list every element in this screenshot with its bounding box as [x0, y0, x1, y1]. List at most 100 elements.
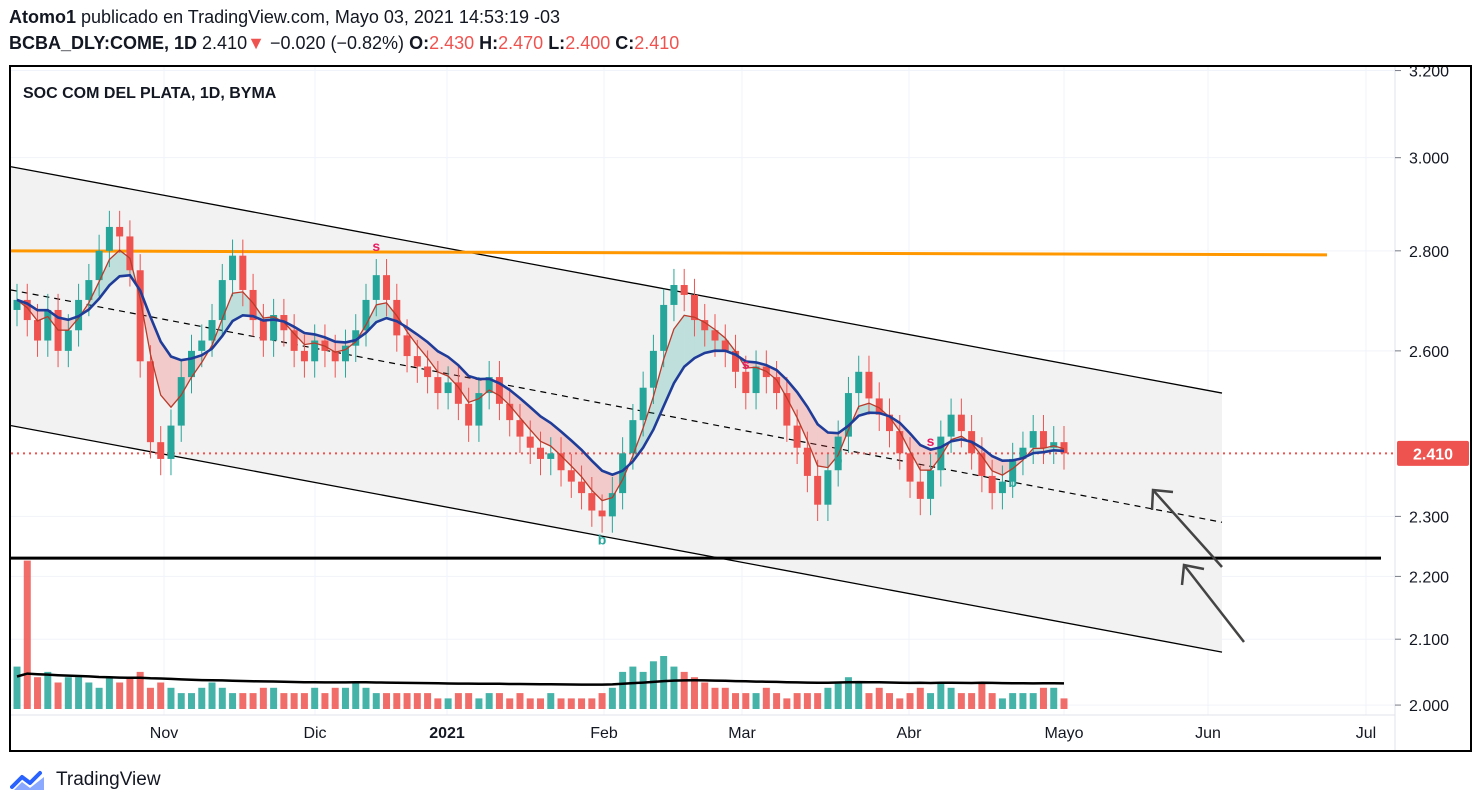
volume-bar: [608, 687, 616, 709]
candle-body: [660, 304, 668, 351]
price-tick-label: 2.000: [1409, 698, 1449, 715]
candle-body: [177, 377, 185, 426]
time-tick-label: Mayo: [1044, 725, 1083, 742]
volume-bar: [793, 693, 801, 709]
price-tick-label: 2.100: [1409, 632, 1449, 649]
volume-bar: [1029, 693, 1037, 709]
band-segment: [109, 250, 120, 286]
open-label: O:: [409, 33, 430, 53]
volume-bar: [649, 661, 657, 709]
volume-bar: [557, 698, 565, 709]
price-tick-label: 2.200: [1409, 569, 1449, 586]
candle-body: [752, 366, 760, 394]
footer[interactable]: TradingView: [10, 766, 161, 794]
volume-bar: [188, 693, 195, 709]
volume-bar: [454, 693, 462, 709]
volume-bar: [875, 687, 883, 709]
candle-body: [927, 470, 935, 499]
volume-bar: [906, 693, 914, 709]
volume-bar: [300, 693, 308, 709]
volume-bar: [567, 698, 575, 709]
candle-body: [218, 280, 226, 321]
volume-bar: [1050, 687, 1058, 709]
candle-body: [639, 387, 647, 421]
volume-bar: [105, 677, 113, 709]
price-tick-label: 2.800: [1409, 244, 1449, 261]
volume-bar: [239, 693, 247, 709]
low-value: 2.400: [565, 33, 611, 53]
signal-label: b: [598, 531, 607, 547]
candle-body: [824, 470, 832, 505]
volume-bar: [526, 698, 534, 709]
candle-body: [680, 285, 688, 295]
volume-bar: [229, 693, 237, 709]
candle-body: [485, 377, 493, 394]
channel-mid-line[interactable]: [11, 289, 1223, 523]
candle-body: [44, 309, 52, 341]
volume-bar: [321, 693, 329, 709]
candle-body: [167, 425, 175, 459]
candle-body: [1050, 442, 1058, 448]
volume-bar: [834, 682, 842, 709]
channel-upper-line[interactable]: [11, 166, 1223, 394]
candle-body: [608, 493, 616, 517]
band-segment: [437, 351, 449, 377]
price-tick-label: 3.000: [1409, 151, 1449, 168]
volume-bar: [916, 687, 924, 709]
low-label: L:: [548, 33, 566, 53]
volume-bar: [998, 698, 1006, 709]
band-segment: [376, 302, 387, 323]
tradingview-logo-icon: [10, 771, 44, 790]
volume-bar: [783, 698, 791, 709]
candle-body: [444, 382, 452, 394]
volume-bar: [855, 682, 863, 709]
time-tick-label: Jul: [1356, 725, 1376, 742]
publish-info: publicado en TradingView.com, Mayo 03, 2…: [81, 7, 561, 27]
candle-body: [495, 377, 503, 404]
candle-body: [198, 340, 206, 351]
volume-bar: [311, 687, 319, 709]
volume-bar: [803, 693, 811, 709]
candle-body: [937, 436, 945, 471]
volume-bar: [413, 693, 421, 709]
time-axis[interactable]: Nov Dic 2021 Feb Mar Abr Mayo Jun Jul: [11, 714, 1395, 742]
chart-frame[interactable]: s b s b s b 3.200 3.000 2.800 2.600 2.300 2.200 2.1…: [9, 65, 1472, 752]
volume-bar: [732, 693, 740, 709]
candle-body: [105, 226, 113, 251]
price-tick-label: 2.300: [1409, 509, 1449, 526]
volume-bar: [198, 687, 206, 709]
price-axis[interactable]: 3.200 3.000 2.800 2.600 2.300 2.200 2.100 2.000…: [1395, 67, 1449, 750]
volume-bar: [752, 693, 760, 709]
volume-bar: [270, 687, 278, 709]
change-down-icon: ▼: [247, 33, 265, 53]
volume-bar: [598, 693, 606, 709]
band-segment: [160, 341, 171, 408]
volume-bar: [588, 698, 596, 709]
candle-body: [978, 453, 986, 476]
band-segment: [776, 370, 787, 399]
candle-body: [947, 414, 955, 437]
band-segment: [899, 422, 911, 452]
volume-bar: [383, 693, 391, 709]
candle-body: [1060, 442, 1068, 454]
close-label: C:: [615, 33, 635, 53]
channel-lower-line[interactable]: [11, 424, 1223, 653]
price-chart[interactable]: s b s b s b 3.200 3.000 2.800 2.600 2.300 2.200 2.1…: [11, 67, 1470, 750]
signal-label: s: [742, 356, 750, 372]
volume-bar: [927, 693, 935, 709]
candle-body: [557, 453, 565, 471]
candle-body: [578, 481, 586, 494]
volume-bar: [721, 687, 729, 709]
volume-bar: [619, 671, 627, 709]
volume-bar: [393, 693, 401, 709]
candle-body: [146, 361, 154, 443]
candle-body: [1039, 431, 1047, 448]
resistance-line[interactable]: [11, 249, 1328, 257]
open-value: 2.430: [429, 33, 475, 53]
candle-body: [690, 294, 698, 321]
band-segment: [817, 424, 828, 468]
volume-bar: [249, 693, 257, 709]
time-tick-label: Feb: [590, 725, 618, 742]
volume-bar: [259, 687, 267, 709]
candle-body: [834, 436, 842, 471]
